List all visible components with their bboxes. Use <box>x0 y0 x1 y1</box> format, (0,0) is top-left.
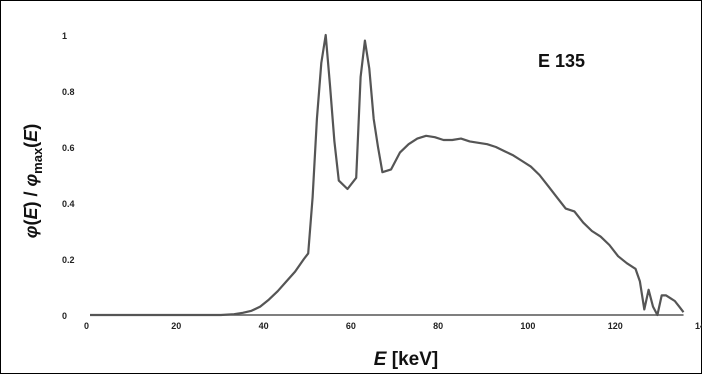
y-tick-label: 0.6 <box>62 143 75 153</box>
chart-annotation: E 135 <box>538 51 585 71</box>
y-label-close2: ) <box>21 124 41 130</box>
x-axis-label-unit: [keV] <box>386 349 438 370</box>
x-tick-label: 120 <box>608 321 623 331</box>
y-label-sub: max <box>30 147 45 174</box>
x-tick-label: 100 <box>520 321 535 331</box>
y-tick-label: 0.2 <box>62 255 75 265</box>
y-axis-label: φ(E) / φmax(E) <box>21 124 45 238</box>
y-tick-label: 0.8 <box>62 87 75 97</box>
x-tick-label: 140 <box>695 321 702 331</box>
y-tick-labels: 0 0.2 0.4 0.6 0.8 1 <box>62 31 75 321</box>
y-tick-label: 1 <box>62 31 67 41</box>
x-axis-label: E [keV] <box>374 349 438 370</box>
x-tick-label: 40 <box>259 321 269 331</box>
x-tick-label: 0 <box>84 321 89 331</box>
y-tick-label: 0 <box>62 311 67 321</box>
x-tick-labels: 0 20 40 60 80 100 120 140 <box>84 321 702 331</box>
y-label-phi: φ <box>21 225 41 238</box>
series-line <box>90 35 684 315</box>
y-label-slash: / <box>21 187 41 202</box>
x-tick-label: 80 <box>433 321 443 331</box>
y-label-phi2: φ <box>21 174 41 187</box>
x-tick-label: 60 <box>346 321 356 331</box>
y-tick-label: 0.4 <box>62 199 75 209</box>
x-tick-label: 20 <box>171 321 181 331</box>
